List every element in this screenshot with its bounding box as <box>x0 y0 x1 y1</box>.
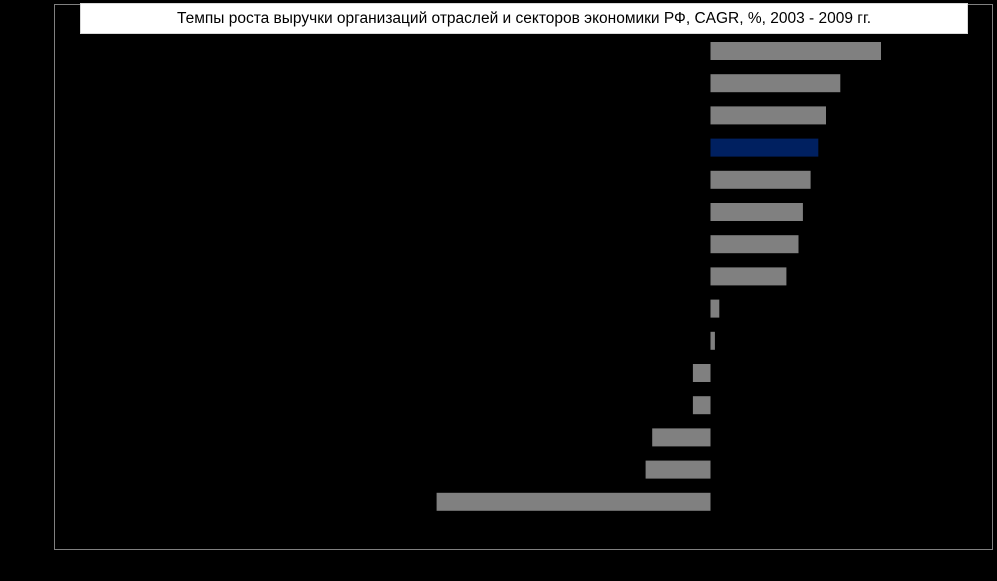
bar <box>710 267 787 286</box>
bar-highlighted <box>710 138 819 157</box>
bar <box>692 364 711 382</box>
plot-frame <box>54 4 993 550</box>
bar <box>436 492 711 511</box>
bar <box>710 203 803 221</box>
bar <box>710 106 826 125</box>
bar-group <box>436 42 881 511</box>
bar <box>652 428 711 447</box>
bar <box>692 396 711 415</box>
bar <box>710 42 881 60</box>
bar <box>710 74 841 93</box>
bar <box>645 460 711 479</box>
bar <box>710 331 715 350</box>
bar <box>710 235 799 254</box>
bar <box>710 299 720 318</box>
chart-title-box: Темпы роста выручки организаций отраслей… <box>80 3 968 34</box>
chart-title: Темпы роста выручки организаций отраслей… <box>176 9 872 27</box>
bar <box>710 170 811 189</box>
